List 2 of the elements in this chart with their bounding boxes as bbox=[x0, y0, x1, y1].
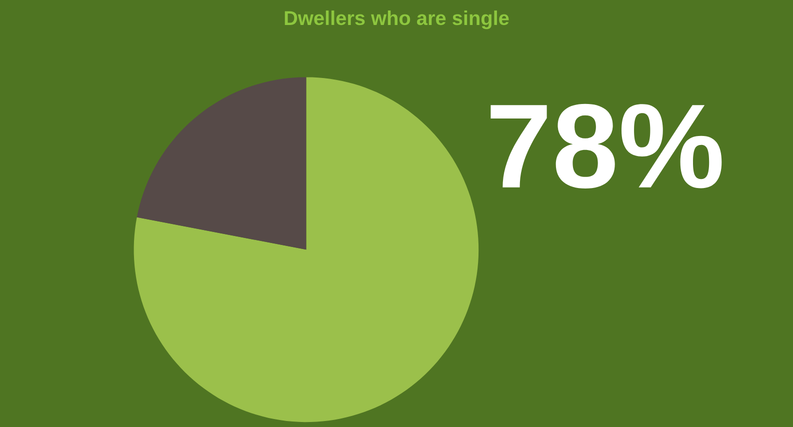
data-label: 78% bbox=[490, 104, 722, 188]
chart-title: Dwellers who are single bbox=[284, 10, 509, 30]
